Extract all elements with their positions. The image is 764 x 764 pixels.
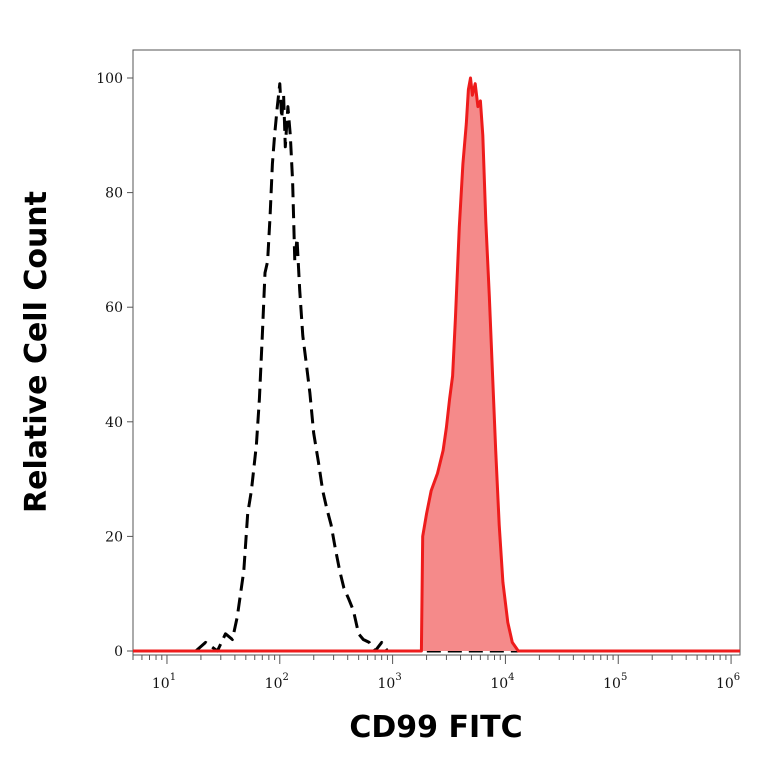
x-tick-label: 106: [716, 672, 740, 692]
x-axis-title: CD99 FITC: [349, 710, 522, 745]
y-tick-label: 60: [105, 300, 123, 316]
series-1-line: [133, 76, 740, 653]
x-tick-label: 102: [265, 672, 289, 692]
axis-layer: 0 20 40 60 80 100 101 102 103 104 105 106: [96, 71, 740, 692]
y-tick-label: 80: [105, 186, 123, 202]
x-tick-label: 105: [603, 672, 627, 692]
y-axis-title: Relative Cell Count: [19, 191, 54, 513]
x-tick-label: 101: [152, 672, 176, 692]
series-0-line: [133, 82, 740, 653]
series-layer: [133, 76, 740, 653]
y-tick-label: 0: [114, 644, 123, 660]
x-tick-label: 103: [378, 672, 402, 692]
series-1-area: [133, 78, 740, 651]
y-tick-label: 20: [105, 529, 123, 545]
y-tick-label: 100: [96, 71, 123, 87]
y-tick-label: 40: [105, 415, 123, 431]
x-tick-label: 104: [490, 672, 514, 692]
